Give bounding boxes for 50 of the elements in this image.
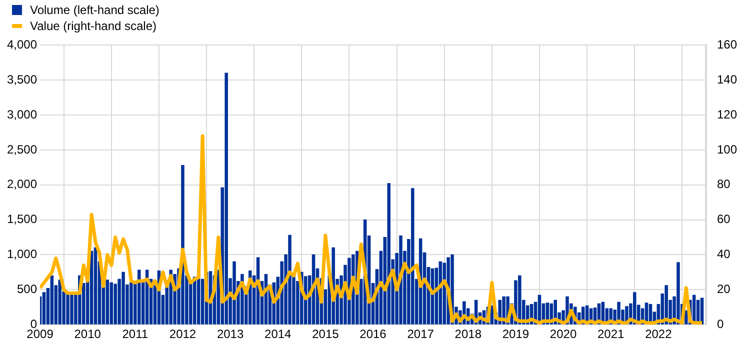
bar <box>232 261 236 324</box>
bar <box>518 275 522 324</box>
bar <box>50 275 54 324</box>
y-tick-label: 4,000 <box>7 38 38 52</box>
x-tick-label: 2010 <box>74 327 102 342</box>
bar <box>42 292 46 324</box>
legend-label: Value (right-hand scale) <box>30 19 157 33</box>
x-tick-label: 2021 <box>597 327 625 342</box>
bar <box>130 282 133 324</box>
bar <box>138 270 141 324</box>
y2-tick-label: 0 <box>716 316 724 331</box>
bar <box>94 247 98 324</box>
x-tick-label: 2013 <box>216 327 244 342</box>
x-tick-label: 2019 <box>502 327 530 342</box>
bar <box>110 282 114 324</box>
bar <box>224 72 228 324</box>
y2-tick-label: 120 <box>716 107 738 122</box>
y2-tick-label: 160 <box>716 38 738 52</box>
bar <box>192 276 196 324</box>
x-tick-label: 2014 <box>264 327 292 342</box>
y2-tick-label: 60 <box>716 212 731 226</box>
y-tick-label: 3,500 <box>7 72 38 86</box>
y-tick-label: 3,000 <box>7 107 38 122</box>
bar <box>106 280 110 324</box>
x-tick-label: 2020 <box>550 327 577 342</box>
x-tick-label: 2011 <box>122 327 148 342</box>
y2-tick-label: 40 <box>716 247 731 262</box>
bar <box>387 183 390 324</box>
bar <box>122 272 125 324</box>
bar <box>58 280 62 324</box>
y-tick-label: 2,500 <box>7 142 38 156</box>
x-tick-label: 2018 <box>454 327 482 342</box>
bar <box>676 262 680 324</box>
legend-label: Volume (left-hand scale) <box>30 3 160 17</box>
x-tick-label: 2015 <box>312 327 340 342</box>
y2-tick-label: 140 <box>716 72 738 86</box>
bar <box>66 292 70 324</box>
bar <box>411 188 414 324</box>
y-tick-label: 1,000 <box>7 247 38 262</box>
x-tick-label: 2016 <box>360 327 387 342</box>
y2-tick-label: 100 <box>716 142 738 156</box>
y-tick-label: 500 <box>17 282 38 296</box>
y2-tick-label: 20 <box>716 282 731 296</box>
y2-tick-label: 80 <box>716 177 731 192</box>
x-tick-label: 2012 <box>169 327 196 342</box>
y-tick-label: 1,500 <box>7 212 38 226</box>
bar <box>288 234 292 324</box>
x-tick-label: 2017 <box>407 327 434 342</box>
y-tick-label: 2,000 <box>7 177 38 192</box>
x-tick-label: 2022 <box>645 327 672 342</box>
